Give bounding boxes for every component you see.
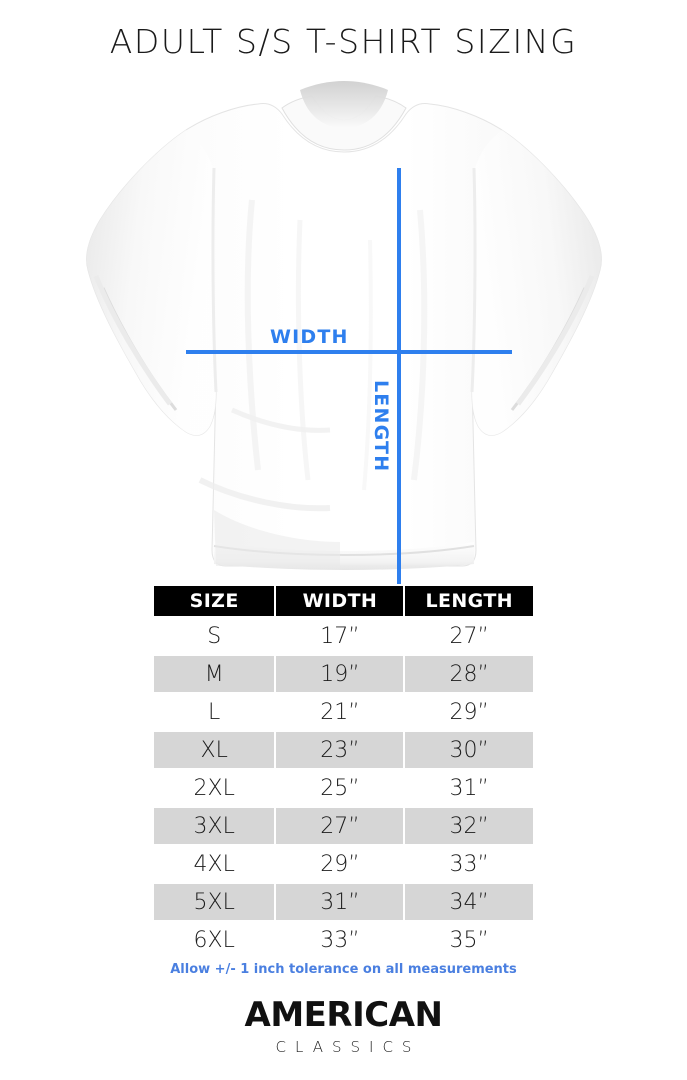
column-header-width: WIDTH bbox=[276, 586, 404, 616]
cell-length: 32” bbox=[405, 808, 533, 844]
cell-length: 33” bbox=[405, 846, 533, 882]
cell-width: 31” bbox=[276, 884, 404, 920]
cell-length: 29” bbox=[405, 694, 533, 730]
brand-name-primary: AMERICAN bbox=[244, 995, 443, 1035]
table-body: S 17” 27” M 19” 28” L 21” 29” XL 23” 30”… bbox=[154, 618, 533, 958]
cell-length: 34” bbox=[405, 884, 533, 920]
table-row: XL 23” 30” bbox=[154, 732, 533, 768]
page-title: ADULT S/S T-SHIRT SIZING bbox=[109, 22, 578, 61]
cell-width: 33” bbox=[276, 922, 404, 958]
cell-size: 4XL bbox=[154, 846, 275, 882]
cell-width: 27” bbox=[276, 808, 404, 844]
column-header-size: SIZE bbox=[154, 586, 275, 616]
width-label: WIDTH bbox=[270, 326, 349, 348]
cell-width: 19” bbox=[276, 656, 404, 692]
cell-width: 21” bbox=[276, 694, 404, 730]
cell-length: 35” bbox=[405, 922, 533, 958]
table-row: 2XL 25” 31” bbox=[154, 770, 533, 806]
cell-length: 27” bbox=[405, 618, 533, 654]
column-header-length: LENGTH bbox=[405, 586, 533, 616]
cell-size: 5XL bbox=[154, 884, 275, 920]
tshirt-illustration: WIDTH LENGTH bbox=[0, 80, 687, 646]
tshirt-icon bbox=[86, 81, 602, 570]
table-row: 5XL 31” 34” bbox=[154, 884, 533, 920]
table-header: SIZE WIDTH LENGTH bbox=[154, 586, 533, 616]
cell-length: 30” bbox=[405, 732, 533, 768]
length-label: LENGTH bbox=[370, 380, 392, 473]
table-row: L 21” 29” bbox=[154, 694, 533, 730]
cell-length: 28” bbox=[405, 656, 533, 692]
cell-size: S bbox=[154, 618, 275, 654]
cell-width: 17” bbox=[276, 618, 404, 654]
table-row: 4XL 29” 33” bbox=[154, 846, 533, 882]
cell-size: M bbox=[154, 656, 275, 692]
cell-size: 6XL bbox=[154, 922, 275, 958]
cell-size: 2XL bbox=[154, 770, 275, 806]
tolerance-note: Allow +/- 1 inch tolerance on all measur… bbox=[170, 962, 517, 977]
cell-width: 23” bbox=[276, 732, 404, 768]
cell-width: 29” bbox=[276, 846, 404, 882]
table-row: 3XL 27” 32” bbox=[154, 808, 533, 844]
cell-size: 3XL bbox=[154, 808, 275, 844]
width-guide-line bbox=[186, 350, 512, 354]
table-row: S 17” 27” bbox=[154, 618, 533, 654]
length-guide-line bbox=[397, 168, 401, 646]
table-row: 6XL 33” 35” bbox=[154, 922, 533, 958]
table-row: M 19” 28” bbox=[154, 656, 533, 692]
table-header-row: SIZE WIDTH LENGTH bbox=[154, 586, 533, 616]
cell-size: L bbox=[154, 694, 275, 730]
brand-name-secondary: CLASSICS bbox=[275, 1038, 421, 1056]
size-table: SIZE WIDTH LENGTH S 17” 27” M 19” 28” L … bbox=[152, 584, 535, 960]
cell-length: 31” bbox=[405, 770, 533, 806]
cell-width: 25” bbox=[276, 770, 404, 806]
cell-size: XL bbox=[154, 732, 275, 768]
